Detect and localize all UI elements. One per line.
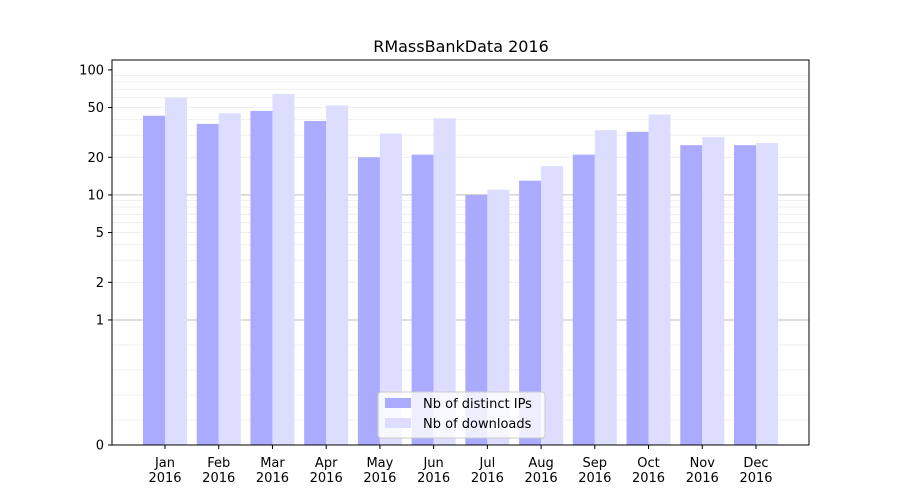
bar-distinct-ips	[465, 194, 488, 445]
bar-distinct-ips	[572, 154, 595, 446]
x-tick-label-month: Mar	[260, 456, 285, 471]
bar-downloads	[218, 113, 241, 445]
x-tick-label-year: 2016	[310, 471, 343, 486]
bars	[143, 94, 778, 446]
legend-label: Nb of downloads	[423, 417, 532, 432]
y-axis-ticks: 0 1 2 5 10 20 50 100	[79, 63, 112, 454]
x-tick-label-month: Jun	[422, 456, 443, 471]
x-tick-label-month: Oct	[637, 456, 659, 471]
y-tick-label: 2	[96, 276, 104, 291]
legend-swatch	[385, 398, 411, 408]
x-tick-label-month: Jul	[479, 456, 496, 471]
y-tick-label: 100	[79, 63, 104, 78]
bar-downloads	[433, 118, 456, 445]
bar-downloads	[379, 133, 402, 445]
x-tick-label-month: Nov	[690, 456, 716, 471]
bar-distinct-ips	[250, 110, 273, 445]
y-tick-label: 0	[96, 439, 104, 454]
x-tick-label-year: 2016	[256, 471, 289, 486]
y-tick-label: 50	[87, 101, 104, 116]
bar-downloads	[165, 97, 187, 445]
bar-distinct-ips	[304, 121, 327, 446]
bar-downloads	[594, 130, 617, 445]
bar-distinct-ips	[196, 123, 219, 445]
x-tick-label-year: 2016	[202, 471, 235, 486]
x-tick-label-month: Apr	[315, 456, 338, 471]
y-tick-label: 10	[87, 188, 104, 203]
bar-distinct-ips	[626, 131, 649, 445]
bar-downloads	[648, 114, 671, 445]
y-tick-label: 5	[96, 226, 104, 241]
bar-distinct-ips	[143, 115, 165, 445]
bar-distinct-ips	[357, 157, 380, 445]
x-tick-label-year: 2016	[686, 471, 719, 486]
bar-downloads	[756, 143, 778, 445]
x-tick-label-month: Sep	[583, 456, 608, 471]
x-tick-label-year: 2016	[363, 471, 396, 486]
legend: Nb of distinct IPs Nb of downloads	[377, 391, 546, 439]
bar-downloads	[487, 189, 510, 445]
bar-downloads	[541, 166, 564, 445]
bar-distinct-ips	[519, 180, 542, 445]
chart-title: RMassBankData 2016	[373, 37, 549, 56]
x-tick-label-year: 2016	[525, 471, 558, 486]
x-tick-label-month: Aug	[528, 456, 553, 471]
x-tick-label-month: Jan	[154, 456, 175, 471]
bar-downloads	[702, 137, 725, 445]
x-tick-label-year: 2016	[148, 471, 181, 486]
x-tick-label-year: 2016	[739, 471, 772, 486]
x-tick-label-month: May	[366, 456, 393, 471]
x-tick-label-year: 2016	[632, 471, 665, 486]
bar-downloads	[326, 105, 349, 446]
y-tick-label: 1	[96, 313, 104, 328]
bar-distinct-ips	[734, 145, 756, 445]
legend-swatch	[385, 418, 411, 428]
x-tick-label-year: 2016	[578, 471, 611, 486]
legend-label: Nb of distinct IPs	[423, 397, 532, 412]
y-tick-label: 20	[87, 151, 104, 166]
x-axis-ticks: Jan2016Feb2016Mar2016Apr2016May2016Jun20…	[148, 445, 773, 486]
x-tick-label-year: 2016	[417, 471, 450, 486]
x-tick-label-year: 2016	[471, 471, 504, 486]
x-tick-label-month: Dec	[743, 456, 768, 471]
bar-distinct-ips	[680, 145, 703, 445]
x-tick-label-month: Feb	[207, 456, 230, 471]
plot-frame	[111, 59, 810, 446]
bar-downloads	[272, 94, 295, 446]
bar-distinct-ips	[411, 154, 434, 446]
legend-box	[377, 391, 546, 439]
